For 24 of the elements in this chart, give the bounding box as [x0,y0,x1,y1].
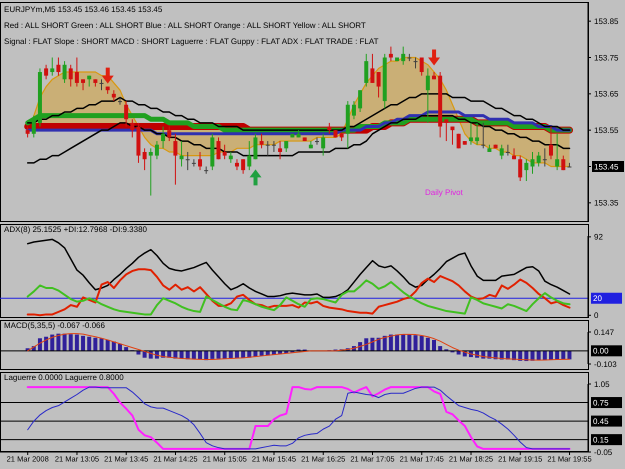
y-tick-label: 92 [594,232,604,242]
y-tick-label: 153.55 [594,126,620,135]
ref-line-label: 0.15 [593,435,610,444]
y-tick-label: -0.103 [594,360,618,369]
ref-line-label: 0.45 [593,416,610,426]
y-tick-label: -0.05 [594,448,613,457]
y-tick-label: 0.147 [594,328,615,337]
y-tick-label: 153.35 [594,198,620,208]
y-tick-label: 0 [594,311,599,320]
chart-title: EURJPYm,M5 153.45 153.46 153.45 153.45 [4,5,162,15]
y-tick-label: 1.05 [594,380,610,389]
y-tick-label: 153.65 [594,90,620,99]
chart-title: Laguerre 0.0000 Laguerre 0.8000 [4,373,124,383]
annotation: Daily Pivot [425,188,463,198]
y-tick-label: 153.85 [594,16,620,26]
annotation: Signal : FLAT Slope : SHORT MACD : SHORT Laguerre : FLAT Guppy : FLAT ADX : FLAT TRADE : FLAT [4,37,379,47]
y-tick-label: 153.45 [594,162,620,172]
ref-line-label: 0.00 [593,346,610,356]
ref-line-label: 20 [593,294,602,304]
chart-title: MACD(5,35,5) -0.067 -0.066 [4,321,105,331]
ref-line-label: 0.75 [593,398,610,408]
annotation: Red : ALL SHORT Green : ALL SHORT Blue : ALL SHORT Orange : ALL SHORT Yellow : ALL SHORT [4,21,366,31]
chart-title: ADX(8) 25.1525 +DI:12.7968 -DI:9.3380 [4,225,147,235]
y-tick-label: 153.75 [594,53,620,62]
